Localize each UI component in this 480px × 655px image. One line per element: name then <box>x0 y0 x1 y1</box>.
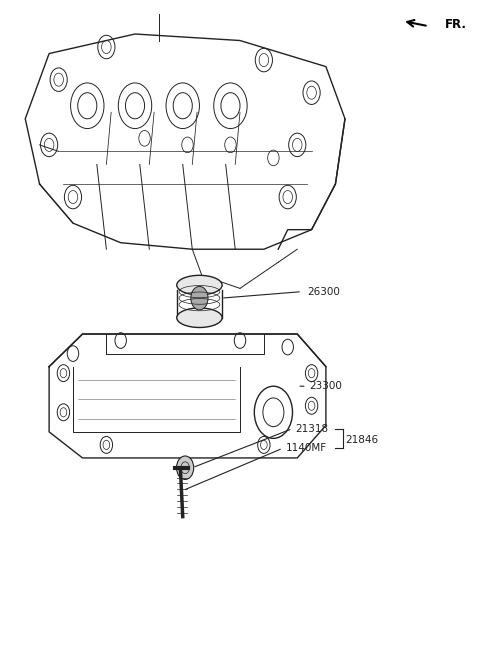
Ellipse shape <box>177 275 222 295</box>
Text: 21846: 21846 <box>345 435 378 445</box>
Text: 26300: 26300 <box>307 287 340 297</box>
Circle shape <box>191 286 208 310</box>
Circle shape <box>177 456 194 479</box>
Text: 21318: 21318 <box>295 424 328 434</box>
Text: 1140MF: 1140MF <box>285 443 326 453</box>
Text: 23300: 23300 <box>309 381 342 391</box>
Text: FR.: FR. <box>445 18 467 31</box>
Ellipse shape <box>177 308 222 328</box>
